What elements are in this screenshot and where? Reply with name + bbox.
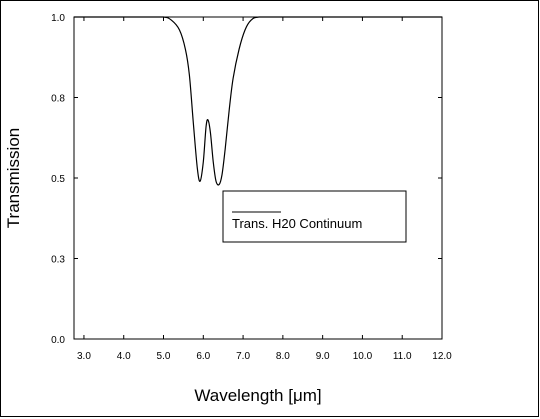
legend-entry-label: Trans. H20 Continuum (232, 216, 362, 231)
x-tick-label: 7.0 (236, 351, 250, 362)
x-axis-ticks: 3.0 4.0 5.0 6.0 7.0 8.0 9.0 10.0 11.0 12.0 (77, 17, 452, 362)
x-tick-label: 8.0 (276, 351, 290, 362)
x-tick-label: 3.0 (77, 351, 91, 362)
series-group (74, 16, 442, 186)
x-axis-label: Wavelength [μm] (194, 386, 321, 405)
x-tick-label: 5.0 (157, 351, 171, 362)
x-tick-label: 9.0 (316, 351, 330, 362)
y-tick-label: 0.3 (51, 255, 65, 266)
legend-box (222, 190, 407, 243)
legend: Trans. H20 Continuum (222, 190, 407, 243)
y-tick-label: 0.8 (51, 94, 65, 105)
x-tick-label: 4.0 (117, 351, 131, 362)
x-tick-label: 10.0 (353, 351, 373, 362)
y-axis-label: Transmission (4, 128, 23, 228)
y-axis-ticks: 0.0 0.3 0.5 0.8 1.0 (51, 13, 442, 346)
x-tick-label: 6.0 (196, 351, 210, 362)
x-tick-label: 12.0 (432, 351, 452, 362)
x-tick-label: 11.0 (393, 351, 412, 362)
y-tick-label: 0.0 (51, 335, 65, 346)
series-line-h2o-continuum (74, 16, 442, 186)
y-tick-label: 1.0 (51, 13, 65, 24)
y-tick-label: 0.5 (51, 174, 65, 185)
